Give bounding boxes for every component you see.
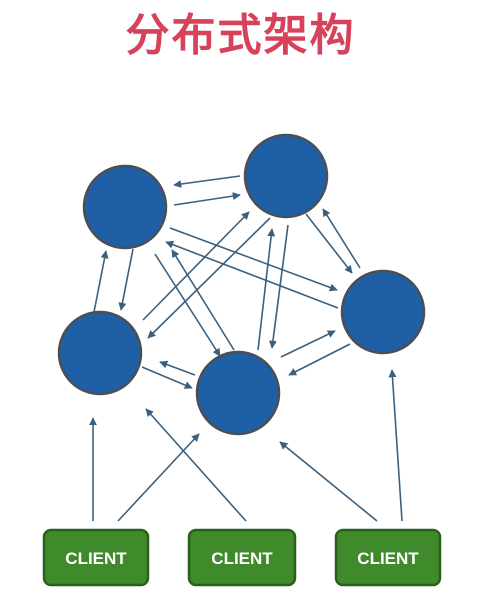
arrow-right-to-top-right (322, 208, 361, 269)
server-node-right (340, 269, 426, 355)
arrow-top-left-to-mid-left (118, 248, 134, 311)
arrow-top-right-to-right (305, 213, 353, 274)
arrow-bottom-to-top-right (257, 228, 276, 351)
arrow-right-to-top-left (165, 240, 339, 309)
arrow-top-left-to-right (169, 227, 338, 292)
server-node-bottom-center (195, 350, 281, 436)
arrow-top-left-to-top-right (173, 192, 241, 206)
arrow-client1-to-bottom (117, 433, 200, 522)
page-title: 分布式架构 (125, 10, 356, 61)
client-label-1: CLIENT (65, 549, 127, 568)
arrow-client3-to-bottom (279, 441, 378, 522)
arrow-mid-left-to-top-right (142, 211, 250, 321)
arrow-bottom-to-mid-left (159, 360, 196, 376)
arrow-client2-to-mid-left (145, 408, 247, 522)
server-nodes (57, 133, 426, 436)
arrow-top-right-to-bottom (268, 224, 289, 349)
client-label-2: CLIENT (211, 549, 273, 568)
connection-arrows (89, 175, 403, 522)
client-box-1: CLIENT (42, 528, 150, 587)
arrow-top-right-to-top-left (173, 175, 241, 188)
client-box-2: CLIENT (187, 528, 297, 587)
arrow-right-to-bottom (288, 343, 351, 376)
arrow-top-right-to-mid-left (147, 217, 271, 339)
client-box-3: CLIENT (334, 528, 442, 587)
server-node-middle-left (57, 310, 143, 396)
arrow-mid-left-to-top-left (93, 250, 109, 313)
arrow-bottom-to-right (280, 330, 336, 358)
arrow-client3-to-right (388, 369, 403, 522)
arrow-bottom-to-top-left (171, 249, 235, 351)
arrow-mid-left-to-bottom (141, 366, 193, 389)
server-node-top-left (82, 164, 168, 250)
server-node-top-right (243, 133, 329, 219)
client-boxes: CLIENT CLIENT CLIENT (42, 528, 442, 587)
arrow-top-left-to-bottom (154, 253, 221, 357)
client-label-3: CLIENT (357, 549, 419, 568)
